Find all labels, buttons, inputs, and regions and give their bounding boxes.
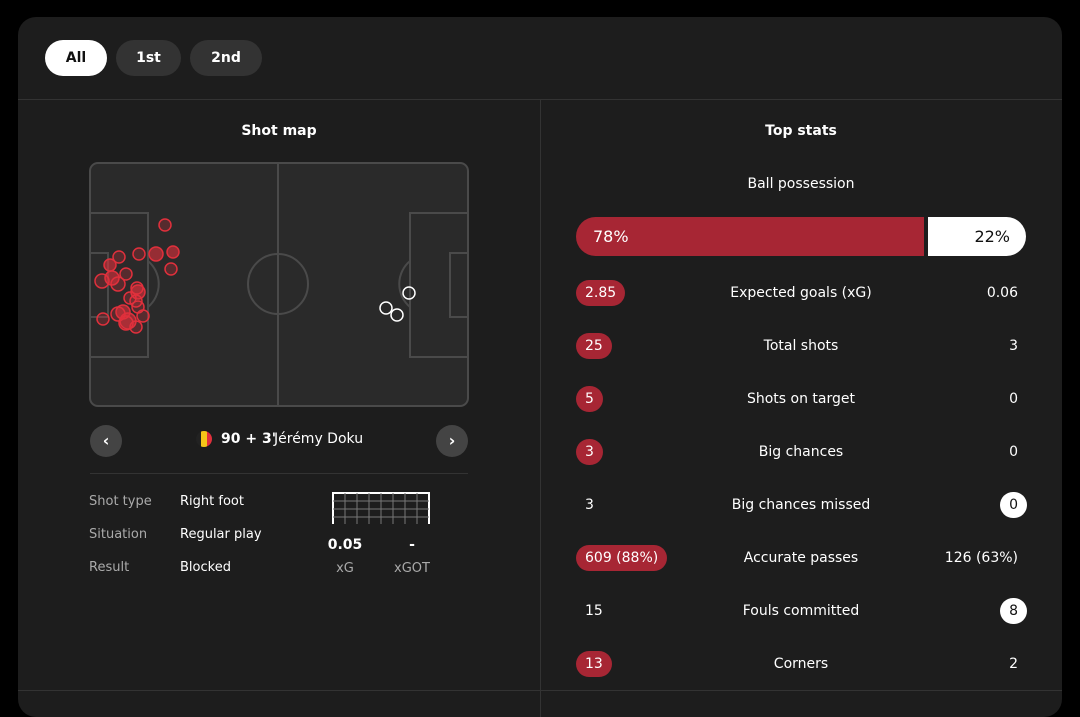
stat-home: 13 bbox=[576, 651, 612, 677]
stat-home: 25 bbox=[576, 333, 612, 359]
stat-name: Shots on target bbox=[746, 391, 855, 407]
flag bbox=[196, 431, 212, 447]
stat-home: 3 bbox=[585, 497, 594, 513]
stat-away: 3 bbox=[1009, 338, 1018, 354]
stat-home: 2.85 bbox=[576, 280, 626, 306]
possession-value: 22% bbox=[974, 227, 1010, 246]
section-title: Top stats bbox=[765, 123, 837, 139]
metric-label: xGOT bbox=[394, 561, 430, 576]
next-button[interactable]: › bbox=[436, 425, 468, 457]
section-title: Shot map bbox=[241, 123, 317, 139]
stat-name: Big chances missed bbox=[731, 497, 871, 513]
divider bbox=[540, 100, 541, 717]
stat-away: 2 bbox=[1009, 656, 1018, 672]
player-name: Jérémy Doku bbox=[274, 431, 364, 447]
stat-name: Expected goals (xG) bbox=[730, 285, 872, 301]
pitch bbox=[89, 162, 469, 407]
stat-name: Corners bbox=[773, 656, 829, 672]
possession-bar bbox=[927, 217, 1026, 256]
shot-time: 90 + 3' bbox=[221, 431, 276, 447]
stat-away: 0 bbox=[1009, 391, 1018, 407]
detail-label: Situation bbox=[89, 527, 148, 542]
detail-label: Shot type bbox=[89, 494, 152, 509]
stat-home: 5 bbox=[576, 386, 603, 412]
stat-away: 0.06 bbox=[986, 285, 1018, 301]
divider bbox=[18, 99, 1062, 100]
stat-away: 0 bbox=[1000, 492, 1027, 518]
detail-value: Blocked bbox=[180, 560, 231, 575]
stat-name: Big chances bbox=[758, 444, 844, 460]
stat-away: 8 bbox=[1000, 598, 1027, 624]
metric-label: xG bbox=[336, 561, 354, 576]
tab[interactable]: 2nd bbox=[190, 40, 262, 76]
divider bbox=[90, 473, 468, 474]
stat-home: 3 bbox=[576, 439, 603, 465]
stat-home: 15 bbox=[585, 603, 603, 619]
prev-button[interactable]: ‹ bbox=[90, 425, 122, 457]
goal-graphic bbox=[332, 492, 430, 524]
stat-away: 126 (63%) bbox=[944, 550, 1018, 566]
possession-bar bbox=[576, 217, 924, 256]
tab[interactable]: 1st bbox=[116, 40, 181, 76]
panel: All 1st 2nd Shot map bbox=[18, 17, 1062, 717]
detail-label: Result bbox=[89, 560, 130, 575]
possession-label: Ball possession bbox=[747, 176, 855, 192]
metric-value: 0.05 bbox=[327, 537, 363, 553]
metric-value: - bbox=[409, 537, 415, 553]
stat-name: Accurate passes bbox=[743, 550, 859, 566]
stat-name: Fouls committed bbox=[742, 603, 860, 619]
stat-away: 0 bbox=[1009, 444, 1018, 460]
possession-value: 78% bbox=[593, 227, 629, 246]
detail-value: Regular play bbox=[180, 527, 262, 542]
detail-value: Right foot bbox=[180, 494, 244, 509]
stat-home: 609 (88%) bbox=[576, 545, 668, 571]
tab[interactable]: All bbox=[45, 40, 107, 76]
stat-name: Total shots bbox=[763, 338, 839, 354]
